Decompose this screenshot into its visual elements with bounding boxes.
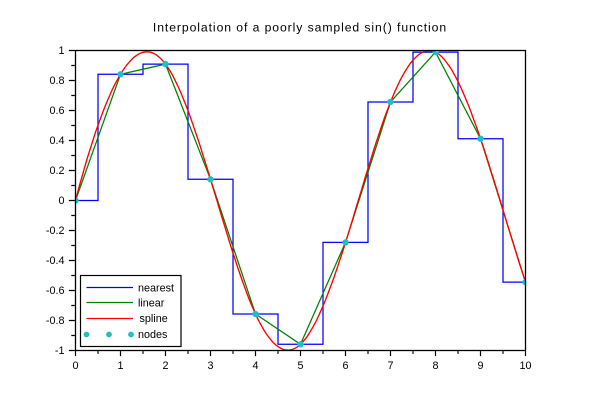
svg-text:-1: -1 bbox=[55, 345, 65, 357]
svg-text:linear: linear bbox=[138, 298, 165, 310]
svg-text:10: 10 bbox=[519, 360, 531, 372]
svg-text:1: 1 bbox=[58, 45, 64, 57]
svg-text:0.4: 0.4 bbox=[49, 135, 64, 147]
svg-text:6: 6 bbox=[342, 360, 348, 372]
svg-text:9: 9 bbox=[477, 360, 483, 372]
svg-text:spline: spline bbox=[140, 313, 168, 325]
svg-text:3: 3 bbox=[207, 360, 213, 372]
svg-text:-0.8: -0.8 bbox=[46, 315, 65, 327]
svg-text:-0.6: -0.6 bbox=[46, 285, 65, 297]
svg-text:nearest: nearest bbox=[138, 283, 174, 295]
svg-text:4: 4 bbox=[252, 360, 258, 372]
svg-text:8: 8 bbox=[432, 360, 438, 372]
svg-text:7: 7 bbox=[387, 360, 393, 372]
svg-text:0: 0 bbox=[58, 195, 64, 207]
svg-text:Interpolation of a poorly samp: Interpolation of a poorly sampled sin() … bbox=[153, 21, 447, 35]
svg-text:0.8: 0.8 bbox=[49, 75, 64, 87]
svg-text:5: 5 bbox=[297, 360, 303, 372]
svg-text:-0.4: -0.4 bbox=[46, 255, 65, 267]
svg-text:0.2: 0.2 bbox=[49, 165, 64, 177]
svg-text:0: 0 bbox=[72, 360, 78, 372]
svg-text:-0.2: -0.2 bbox=[46, 225, 65, 237]
svg-text:0.6: 0.6 bbox=[49, 105, 64, 117]
svg-text:1: 1 bbox=[117, 360, 123, 372]
svg-text:nodes: nodes bbox=[138, 329, 168, 341]
svg-text:2: 2 bbox=[162, 360, 168, 372]
